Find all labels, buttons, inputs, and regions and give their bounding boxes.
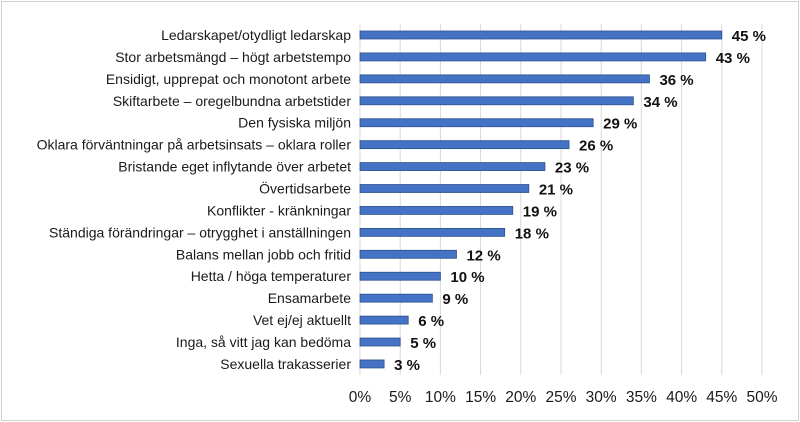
category-label: Inga, så vitt jag kan bedöma [176, 334, 351, 350]
category-label: Sexuella trakasserier [220, 356, 351, 372]
data-label: 3 % [394, 357, 420, 374]
x-tick-label: 15% [465, 389, 496, 406]
bar [359, 337, 401, 347]
data-label: 45 % [732, 28, 766, 45]
category-label: Ensamarbete [268, 290, 351, 306]
data-label: 5 % [410, 335, 436, 352]
category-label: Ständiga förändringar – otrygghet i anst… [49, 224, 351, 240]
data-label: 34 % [643, 94, 677, 111]
bar [359, 271, 441, 281]
category-label: Konflikter - kränkningar [207, 202, 351, 218]
bar [359, 227, 506, 237]
data-label: 10 % [450, 269, 484, 286]
x-tick-label: 20% [505, 389, 536, 406]
category-label: Ledarskapet/otydligt ledarskap [161, 27, 351, 43]
data-label: 36 % [659, 72, 693, 89]
category-label: Vet ej/ej aktuellt [253, 312, 351, 328]
x-tick-label: 45% [706, 389, 737, 406]
bar [359, 184, 530, 193]
category-label: Den fysiska miljön [238, 115, 351, 131]
data-label: 18 % [515, 225, 549, 242]
bar [359, 249, 457, 259]
category-label: Bristande eget inflytande över arbetet [118, 159, 351, 175]
bar [359, 315, 409, 325]
category-label: Skiftarbete – oregelbundna arbetstider [113, 93, 351, 109]
bar [359, 206, 514, 215]
x-tick-label: 30% [586, 389, 617, 406]
bar [359, 74, 650, 84]
data-label: 26 % [579, 138, 613, 155]
x-tick-label: 25% [545, 389, 576, 406]
category-label: Oklara förväntningar på arbetsinsats – o… [37, 137, 352, 153]
bar [359, 140, 570, 150]
bar [359, 293, 433, 303]
bar [359, 359, 385, 369]
data-label: 43 % [716, 50, 750, 67]
category-label: Övertidsarbete [259, 180, 351, 197]
category-label: Stor arbetsmängd – högt arbetstempo [115, 49, 351, 65]
data-label: 12 % [466, 247, 500, 264]
bar [359, 162, 546, 171]
bar [359, 30, 723, 40]
data-label: 23 % [555, 160, 589, 177]
data-label: 29 % [603, 116, 637, 133]
data-label: 6 % [418, 313, 444, 330]
x-tick-label: 40% [666, 389, 697, 406]
data-label: 9 % [442, 291, 468, 308]
x-tick-label: 35% [626, 389, 657, 406]
category-label: Balans mellan jobb och fritid [176, 246, 351, 262]
x-tick-label: 50% [746, 389, 777, 406]
x-tick-label: 10% [425, 389, 456, 406]
x-tick-label: 5% [389, 389, 412, 406]
x-tick-label: 0% [349, 389, 372, 406]
data-label: 21 % [539, 182, 573, 199]
bar [359, 118, 594, 128]
bar [359, 52, 707, 62]
bar [359, 96, 634, 106]
data-label: 19 % [523, 203, 557, 220]
category-label: Ensidigt, upprepat och monotont arbete [106, 71, 351, 87]
category-label: Hetta / höga temperaturer [191, 268, 352, 284]
